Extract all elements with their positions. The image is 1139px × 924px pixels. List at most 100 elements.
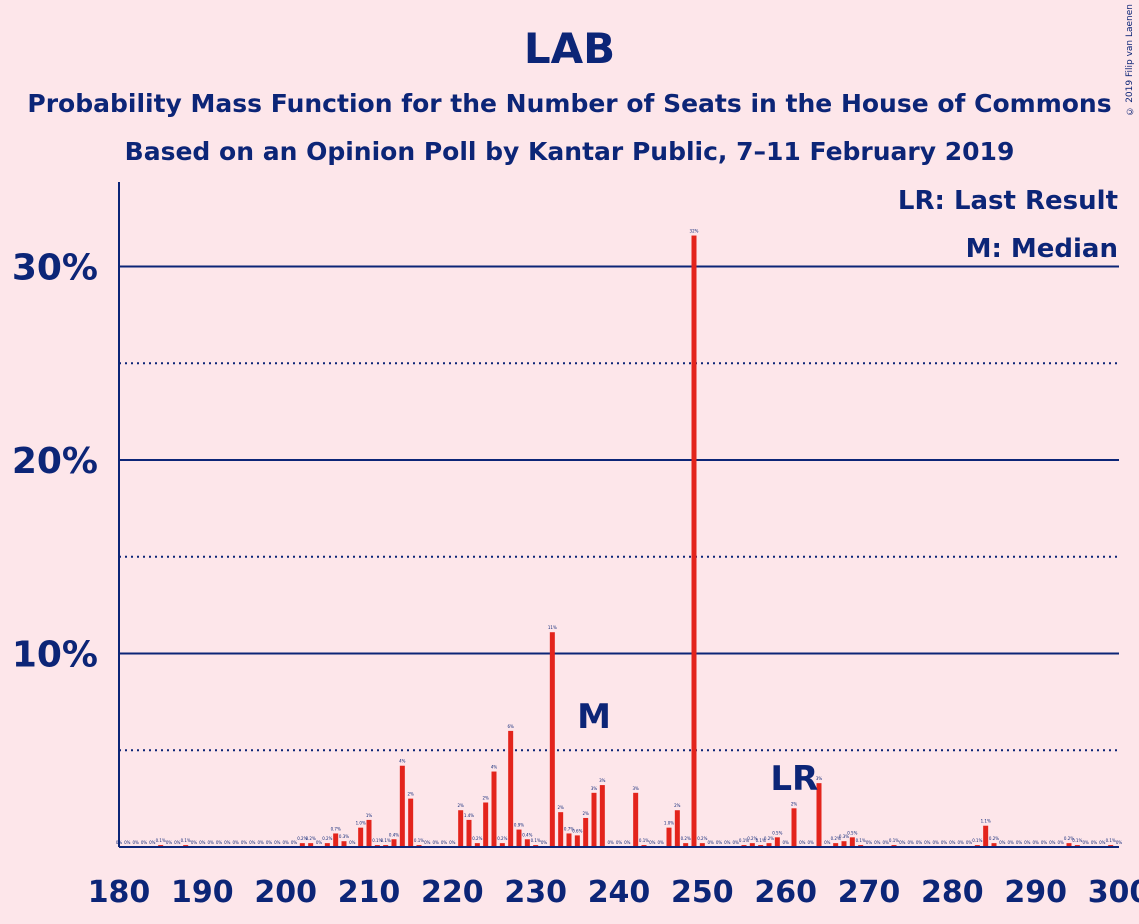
bar-value-label: 1.1% xyxy=(981,819,991,824)
bar xyxy=(583,817,589,847)
bar-value-label: 0% xyxy=(149,840,156,845)
bar-value-label: 0.4% xyxy=(522,832,532,837)
bar-value-label: 0% xyxy=(866,840,873,845)
bar-value-label: 0% xyxy=(199,840,206,845)
bar xyxy=(633,792,639,847)
bar xyxy=(674,810,680,847)
bar-value-label: 0% xyxy=(657,840,664,845)
bar-value-label: 0% xyxy=(957,840,964,845)
bar xyxy=(699,843,705,847)
legend-median: M: Median xyxy=(966,234,1118,264)
bar-value-label: 0% xyxy=(1082,840,1089,845)
bar-value-label: 0% xyxy=(899,840,906,845)
bar-value-label: 0% xyxy=(257,840,264,845)
bar xyxy=(983,825,989,847)
x-tick-label: 270 xyxy=(838,875,901,910)
bar-value-label: 2% xyxy=(482,795,489,800)
bar xyxy=(599,785,605,847)
bar-value-label: 0% xyxy=(932,840,939,845)
bar xyxy=(333,833,339,847)
bar-value-label: 0% xyxy=(999,840,1006,845)
x-tick-label: 260 xyxy=(754,875,817,910)
bar-value-label: 2% xyxy=(557,805,564,810)
bar-value-label: 0.9% xyxy=(514,823,524,828)
bar xyxy=(566,833,572,847)
bar-value-label: 0% xyxy=(707,840,714,845)
bar-value-label: 0.7% xyxy=(564,826,574,831)
bar-value-label: 0% xyxy=(274,840,281,845)
bar-value-label: 6% xyxy=(507,724,514,729)
bar-value-label: 32% xyxy=(690,229,699,234)
bar xyxy=(399,765,405,847)
bar-value-label: 0.3% xyxy=(339,834,349,839)
bar-value-label: 0% xyxy=(732,840,739,845)
bar-value-label: 0.2% xyxy=(322,836,332,841)
bar xyxy=(308,843,314,847)
bar-value-label: 0.1% xyxy=(972,838,982,843)
bar-value-label: 0% xyxy=(649,840,656,845)
bar-value-label: 0% xyxy=(799,840,806,845)
bar-value-label: 2% xyxy=(407,792,414,797)
chart-subtitle: Probability Mass Function for the Number… xyxy=(27,89,1112,118)
bar-value-label: 0% xyxy=(824,840,831,845)
bar xyxy=(516,829,522,847)
bar-value-label: 1.0% xyxy=(664,821,674,826)
x-tick-label: 220 xyxy=(421,875,484,910)
bar-value-label: 0.2% xyxy=(681,836,691,841)
bar-value-label: 0% xyxy=(441,840,448,845)
bar xyxy=(366,819,372,847)
bar-value-label: 3% xyxy=(632,786,639,791)
bar-value-label: 3% xyxy=(816,776,823,781)
bar-value-label: 0% xyxy=(207,840,214,845)
bar-value-label: 11% xyxy=(548,625,557,630)
bar-value-label: 0.1% xyxy=(1072,838,1082,843)
bar xyxy=(766,843,772,847)
bar-value-label: 0% xyxy=(141,840,148,845)
x-tick-label: 190 xyxy=(171,875,234,910)
bar xyxy=(391,839,397,847)
y-tick-label: 20% xyxy=(12,441,98,482)
bar-value-label: 0.1% xyxy=(531,838,541,843)
bar-value-label: 0% xyxy=(1032,840,1039,845)
bar-value-label: 0% xyxy=(1049,840,1056,845)
bar-value-label: 0% xyxy=(1024,840,1031,845)
bar-value-label: 0% xyxy=(432,840,439,845)
bar-value-label: 0.2% xyxy=(989,836,999,841)
bar xyxy=(508,730,514,847)
bar-value-label: 0% xyxy=(191,840,198,845)
bar-value-label: 0% xyxy=(124,840,131,845)
bar-value-label: 0% xyxy=(249,840,256,845)
bar-value-label: 0.2% xyxy=(297,836,307,841)
bar xyxy=(574,835,580,847)
bar-value-label: 0.1% xyxy=(181,838,191,843)
bar-value-label: 0.2% xyxy=(1064,836,1074,841)
bar-value-label: 0.1% xyxy=(381,838,391,843)
bar-value-label: 0% xyxy=(424,840,431,845)
bar-value-label: 0% xyxy=(132,840,139,845)
bar xyxy=(299,843,305,847)
bar-value-label: 0.6% xyxy=(572,828,582,833)
bar xyxy=(558,812,564,847)
bar-value-label: 2% xyxy=(582,811,589,816)
bar xyxy=(474,843,480,847)
bar xyxy=(491,771,497,847)
bar xyxy=(691,235,697,848)
bar xyxy=(991,843,997,847)
bar-value-label: 0% xyxy=(807,840,814,845)
bar-value-label: 0.2% xyxy=(764,836,774,841)
x-tick-label: 290 xyxy=(1004,875,1067,910)
x-tick-label: 300 xyxy=(1088,875,1139,910)
x-tick-label: 250 xyxy=(671,875,734,910)
bar-value-label: 0% xyxy=(907,840,914,845)
bar-value-label: 0% xyxy=(924,840,931,845)
bar xyxy=(591,792,597,847)
bar-value-label: 0% xyxy=(291,840,298,845)
bar-value-label: 0% xyxy=(1091,840,1098,845)
bar-value-label: 0.1% xyxy=(1106,838,1116,843)
bar-value-label: 0% xyxy=(1057,840,1064,845)
bar-value-label: 0.1% xyxy=(739,838,749,843)
bar-value-label: 2% xyxy=(791,801,798,806)
x-tick-label: 210 xyxy=(338,875,401,910)
bar xyxy=(524,839,530,847)
bar-value-label: 0% xyxy=(282,840,289,845)
